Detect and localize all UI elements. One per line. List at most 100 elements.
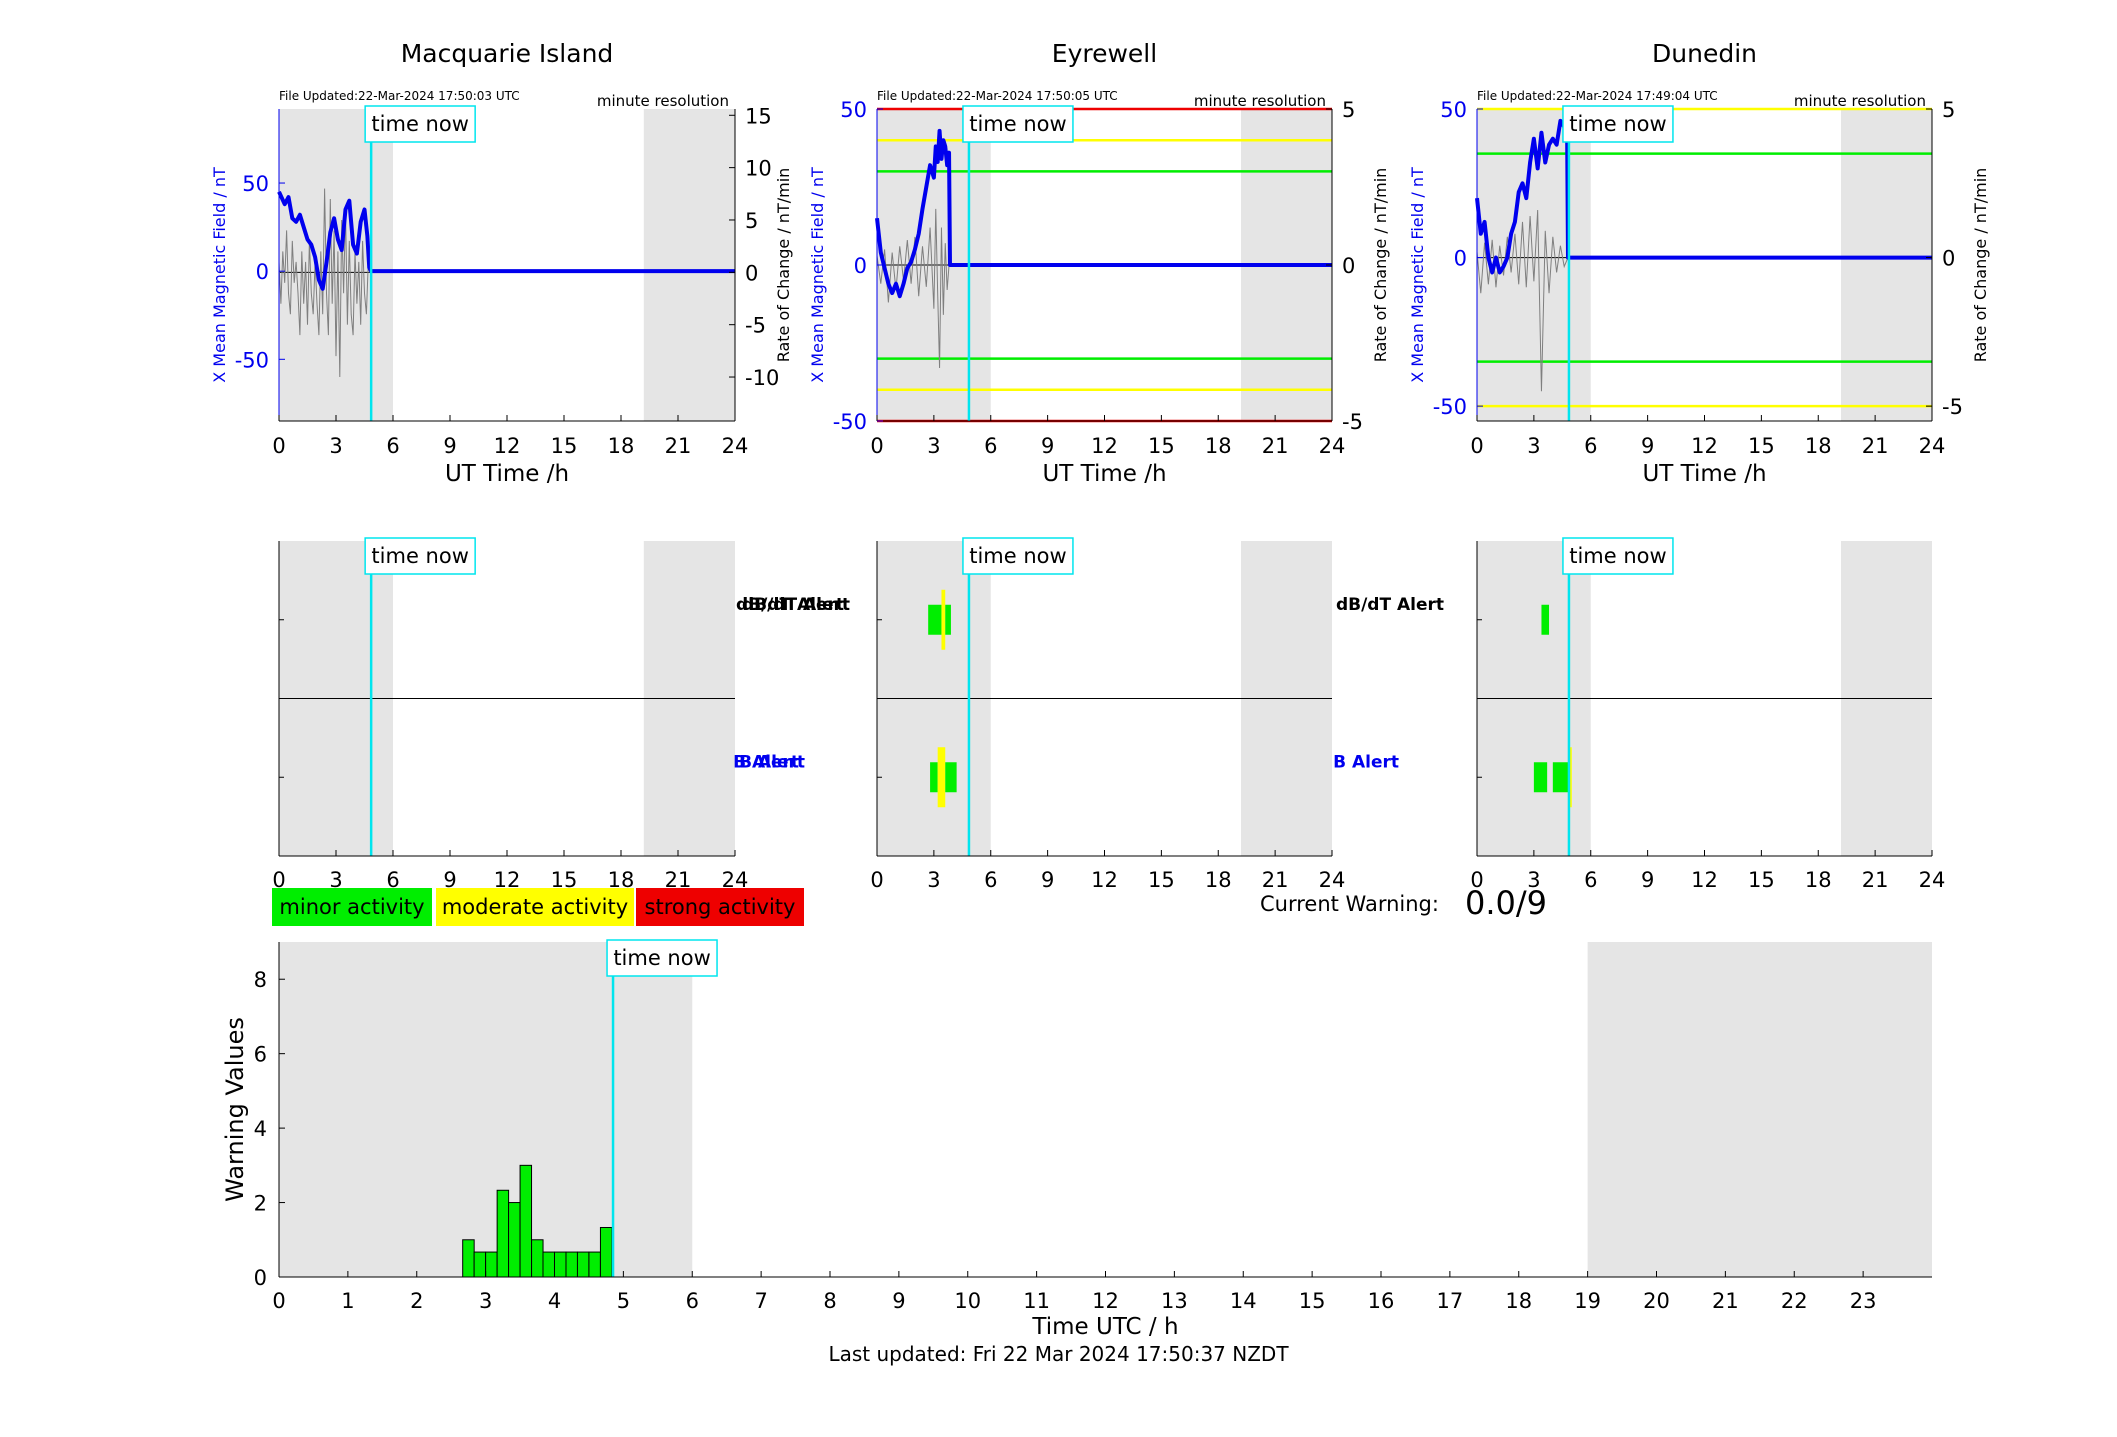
x-tick-label: 12 xyxy=(1091,434,1118,458)
y-tick-label: 50 xyxy=(242,172,269,196)
x-tick-label: 6 xyxy=(686,1289,699,1313)
x-tick-label: 6 xyxy=(1584,434,1597,458)
warning-bar xyxy=(565,1251,578,1278)
x-tick-label: 8 xyxy=(823,1289,836,1313)
last-updated-text: Last updated: Fri 22 Mar 2024 17:50:37 N… xyxy=(828,1342,1289,1366)
db-alert-mark xyxy=(941,589,946,650)
legend-strong: strong activity xyxy=(636,888,804,926)
time-now-tag-mid-box xyxy=(364,537,476,575)
x-tick-label: 11 xyxy=(1023,1289,1050,1313)
y-tick-label: -50 xyxy=(1433,395,1467,419)
time-now-tag-mid-label: time now xyxy=(371,544,468,568)
station-title: Macquarie Island xyxy=(401,39,614,68)
warning-bar xyxy=(576,1251,590,1278)
file-updated-text: File Updated:22-Mar-2024 17:50:03 UTC xyxy=(279,89,520,103)
x-tick-label: 16 xyxy=(1368,1289,1395,1313)
x-tick-label: 24 xyxy=(722,434,749,458)
x-tick-label: 12 xyxy=(1691,434,1718,458)
time-now-tag-top-label: time now xyxy=(1569,112,1666,136)
rate-of-change-series xyxy=(876,208,950,368)
db-alert-label: dB/dT Alert xyxy=(736,595,844,615)
x-tick-label: 0 xyxy=(272,868,285,892)
y-tick-label: 2 xyxy=(254,1192,267,1216)
x-tick-label: 15 xyxy=(1148,868,1175,892)
y-tick-label: 50 xyxy=(1440,98,1467,122)
rate-tick-label: 5 xyxy=(745,209,758,233)
mean-field-series xyxy=(1475,118,1932,275)
warning-bar xyxy=(542,1251,555,1278)
x-tick-label: 5 xyxy=(617,1289,630,1313)
time-now-tag-mid-box xyxy=(1562,537,1674,575)
alert-row-labels-2: dB/dT Alert B Alert xyxy=(1333,595,1444,773)
b-alert-label: B Alert xyxy=(739,752,805,772)
x-axis-label: UT Time /h xyxy=(1642,461,1766,487)
left-axis-label: X Mean Magnetic Field / nT xyxy=(808,167,827,383)
x-tick-label: 0 xyxy=(1470,434,1483,458)
time-now-tag-mid-label: time now xyxy=(1569,544,1666,568)
time-now-tag-bottom-box xyxy=(606,939,718,977)
x-tick-label: 0 xyxy=(870,868,883,892)
time-now-tag-top-label: time now xyxy=(969,112,1066,136)
x-axis-label: Time UTC / h xyxy=(1031,1314,1178,1340)
x-tick-label: 9 xyxy=(1041,434,1054,458)
rate-of-change-series xyxy=(1476,210,1569,392)
b-alert-label: B Alert xyxy=(733,752,799,772)
x-tick-label: 6 xyxy=(1584,868,1597,892)
y-axis-label: Warning Values xyxy=(221,1017,249,1202)
db-alert-mark xyxy=(945,604,951,635)
night-band xyxy=(1587,942,1932,1277)
time-now-tag-top-box xyxy=(364,105,476,143)
station-title: Dunedin xyxy=(1652,39,1757,68)
resolution-text: minute resolution xyxy=(1194,92,1326,110)
current-warning-label: Current Warning: xyxy=(1260,892,1439,916)
x-tick-label: 9 xyxy=(443,434,456,458)
x-tick-label: 9 xyxy=(1641,868,1654,892)
x-tick-label: 15 xyxy=(551,434,578,458)
time-now-tag-top-label: time now xyxy=(371,112,468,136)
x-tick-label: 14 xyxy=(1230,1289,1257,1313)
x-tick-label: 4 xyxy=(548,1289,561,1313)
x-tick-label: 17 xyxy=(1437,1289,1464,1313)
time-now-tag-mid-label: time now xyxy=(969,544,1066,568)
b-alert-mark xyxy=(937,747,946,808)
y-tick-label: -50 xyxy=(833,410,867,434)
b-alert-mark xyxy=(930,762,938,793)
mean-field-series xyxy=(875,128,1332,299)
x-tick-label: 10 xyxy=(954,1289,981,1313)
warning-bar xyxy=(508,1202,521,1278)
rate-tick-label: 0 xyxy=(1342,254,1355,278)
file-updated-text: File Updated:22-Mar-2024 17:49:04 UTC xyxy=(1477,89,1718,103)
x-tick-label: 13 xyxy=(1161,1289,1188,1313)
night-band xyxy=(643,109,735,421)
night-band xyxy=(279,109,393,421)
y-tick-label: 4 xyxy=(254,1117,267,1141)
rate-tick-label: 0 xyxy=(1942,247,1955,271)
x-tick-label: 12 xyxy=(1092,1289,1119,1313)
resolution-text: minute resolution xyxy=(597,92,729,110)
station-title: Eyrewell xyxy=(1052,39,1157,68)
db-alert-label: dB/dT Alert xyxy=(1336,595,1444,615)
x-tick-label: 12 xyxy=(1091,868,1118,892)
x-tick-label: 21 xyxy=(1712,1289,1739,1313)
x-axis-label: UT Time /h xyxy=(445,461,569,487)
x-tick-label: 12 xyxy=(1691,868,1718,892)
right-axis-label: Rate of Change / nT/min xyxy=(1371,168,1390,363)
x-tick-label: 3 xyxy=(1527,434,1540,458)
rate-tick-label: 0 xyxy=(745,261,758,285)
x-tick-label: 23 xyxy=(1850,1289,1877,1313)
x-tick-label: 3 xyxy=(329,868,342,892)
night-band xyxy=(279,942,693,1277)
x-tick-label: 0 xyxy=(1470,868,1483,892)
x-tick-label: 21 xyxy=(1262,868,1289,892)
resolution-text: minute resolution xyxy=(1794,92,1926,110)
x-tick-label: 18 xyxy=(1205,868,1232,892)
x-tick-label: 3 xyxy=(479,1289,492,1313)
x-tick-label: 20 xyxy=(1643,1289,1670,1313)
warning-bar xyxy=(485,1251,498,1278)
x-tick-label: 6 xyxy=(984,868,997,892)
rate-tick-label: -10 xyxy=(745,366,779,390)
x-tick-label: 2 xyxy=(410,1289,423,1313)
warning-bar xyxy=(519,1164,533,1278)
y-tick-label: 0 xyxy=(854,254,867,278)
